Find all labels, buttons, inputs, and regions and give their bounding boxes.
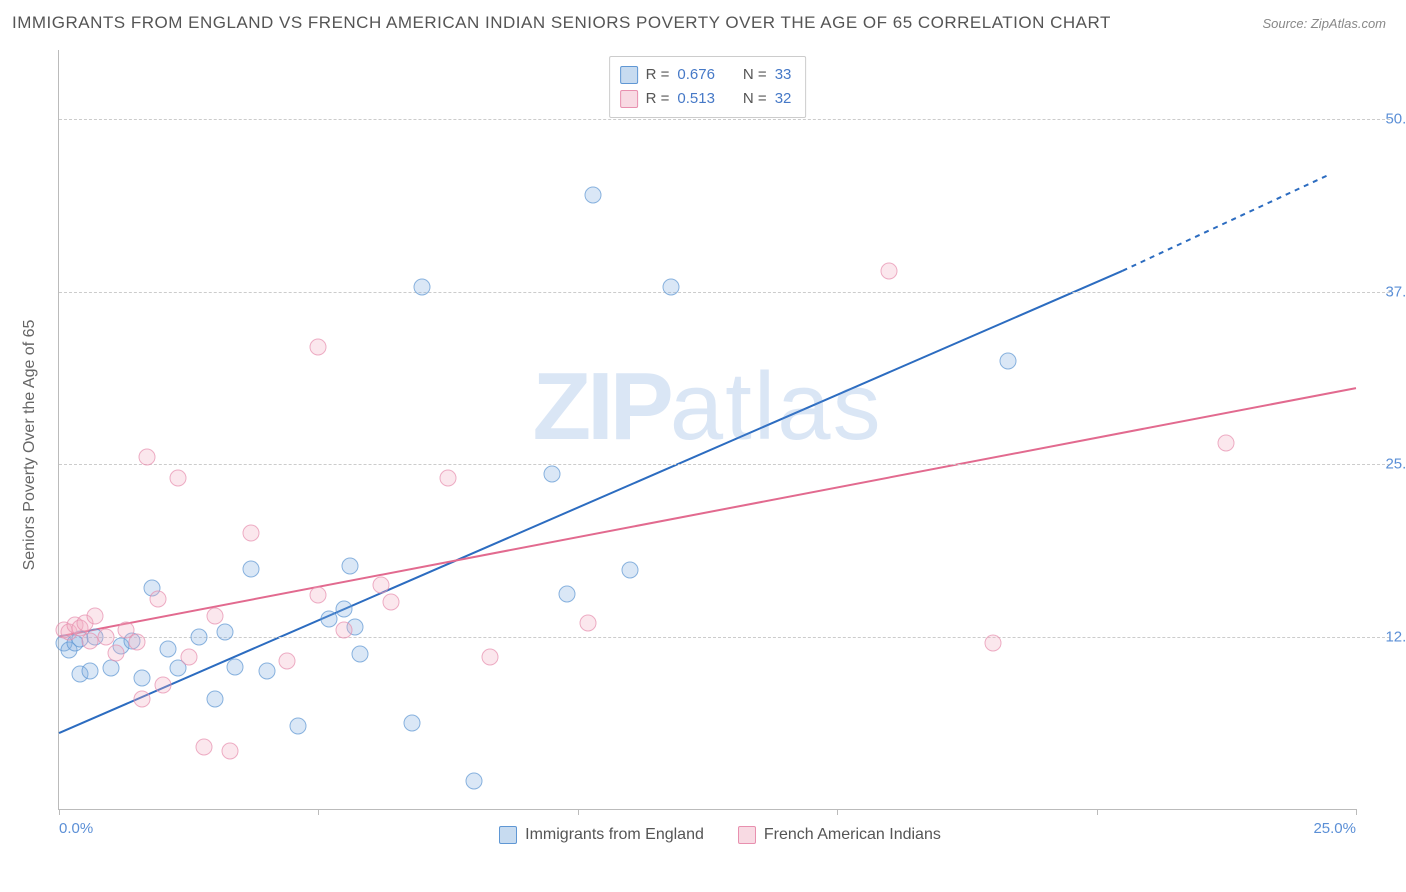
swatch-pink-icon	[738, 826, 756, 844]
data-point	[559, 585, 576, 602]
n-label: N =	[743, 87, 767, 111]
y-tick-label: 50.0%	[1385, 111, 1406, 128]
data-point	[154, 676, 171, 693]
x-tick	[578, 809, 579, 815]
gridline	[59, 464, 1390, 465]
data-point	[108, 645, 125, 662]
data-point	[621, 562, 638, 579]
data-point	[149, 591, 166, 608]
trendline-dashed	[1123, 174, 1331, 271]
r-value-blue: 0.676	[677, 63, 715, 87]
x-tick	[1356, 809, 1357, 815]
data-point	[242, 525, 259, 542]
data-point	[227, 658, 244, 675]
r-value-pink: 0.513	[677, 87, 715, 111]
data-point	[222, 743, 239, 760]
data-point	[180, 649, 197, 666]
scatter-plot: ZIPatlas R = 0.676 N = 33 R = 0.513 N = …	[58, 50, 1356, 810]
source-attribution: Source: ZipAtlas.com	[1262, 16, 1386, 31]
trendlines-layer	[59, 50, 1356, 809]
data-point	[351, 646, 368, 663]
legend-item-blue: Immigrants from England	[499, 826, 704, 844]
swatch-blue-icon	[620, 66, 638, 84]
x-tick	[1097, 809, 1098, 815]
x-tick	[59, 809, 60, 815]
data-point	[336, 600, 353, 617]
data-point	[134, 690, 151, 707]
data-point	[372, 577, 389, 594]
data-point	[258, 663, 275, 680]
y-tick-label: 12.5%	[1385, 628, 1406, 645]
data-point	[170, 469, 187, 486]
series-legend: Immigrants from England French American …	[50, 826, 1390, 844]
data-point	[336, 621, 353, 638]
data-point	[663, 279, 680, 296]
data-point	[320, 610, 337, 627]
stats-legend-row-blue: R = 0.676 N = 33	[620, 63, 792, 87]
legend-label-blue: Immigrants from England	[525, 826, 704, 844]
trendline	[59, 271, 1123, 733]
data-point	[580, 614, 597, 631]
data-point	[440, 469, 457, 486]
data-point	[414, 279, 431, 296]
data-point	[466, 773, 483, 790]
y-tick-label: 37.5%	[1385, 283, 1406, 300]
data-point	[206, 690, 223, 707]
chart-container: Seniors Poverty Over the Age of 65 ZIPat…	[50, 50, 1390, 840]
data-point	[383, 594, 400, 611]
gridline	[59, 637, 1390, 638]
y-tick-label: 25.0%	[1385, 456, 1406, 473]
data-point	[139, 449, 156, 466]
swatch-pink-icon	[620, 90, 638, 108]
data-point	[1000, 352, 1017, 369]
data-point	[196, 738, 213, 755]
chart-title: IMMIGRANTS FROM ENGLAND VS FRENCH AMERIC…	[12, 13, 1111, 33]
n-value-pink: 32	[775, 87, 792, 111]
data-point	[310, 338, 327, 355]
data-point	[242, 560, 259, 577]
data-point	[403, 715, 420, 732]
data-point	[984, 635, 1001, 652]
data-point	[191, 628, 208, 645]
x-tick	[837, 809, 838, 815]
data-point	[1218, 435, 1235, 452]
data-point	[310, 587, 327, 604]
data-point	[543, 465, 560, 482]
trendline	[59, 388, 1356, 636]
r-label: R =	[646, 87, 670, 111]
data-point	[481, 649, 498, 666]
data-point	[102, 660, 119, 677]
data-point	[82, 663, 99, 680]
data-point	[206, 607, 223, 624]
x-tick	[318, 809, 319, 815]
swatch-blue-icon	[499, 826, 517, 844]
gridline	[59, 119, 1390, 120]
stats-legend: R = 0.676 N = 33 R = 0.513 N = 32	[609, 56, 807, 118]
data-point	[97, 628, 114, 645]
data-point	[289, 718, 306, 735]
legend-label-pink: French American Indians	[764, 826, 941, 844]
data-point	[279, 653, 296, 670]
data-point	[128, 634, 145, 651]
data-point	[82, 632, 99, 649]
data-point	[87, 607, 104, 624]
stats-legend-row-pink: R = 0.513 N = 32	[620, 87, 792, 111]
data-point	[585, 186, 602, 203]
data-point	[881, 262, 898, 279]
data-point	[341, 558, 358, 575]
data-point	[217, 624, 234, 641]
gridline	[59, 292, 1390, 293]
r-label: R =	[646, 63, 670, 87]
y-axis-label: Seniors Poverty Over the Age of 65	[21, 320, 39, 571]
data-point	[134, 669, 151, 686]
data-point	[159, 640, 176, 657]
n-label: N =	[743, 63, 767, 87]
n-value-blue: 33	[775, 63, 792, 87]
legend-item-pink: French American Indians	[738, 826, 941, 844]
